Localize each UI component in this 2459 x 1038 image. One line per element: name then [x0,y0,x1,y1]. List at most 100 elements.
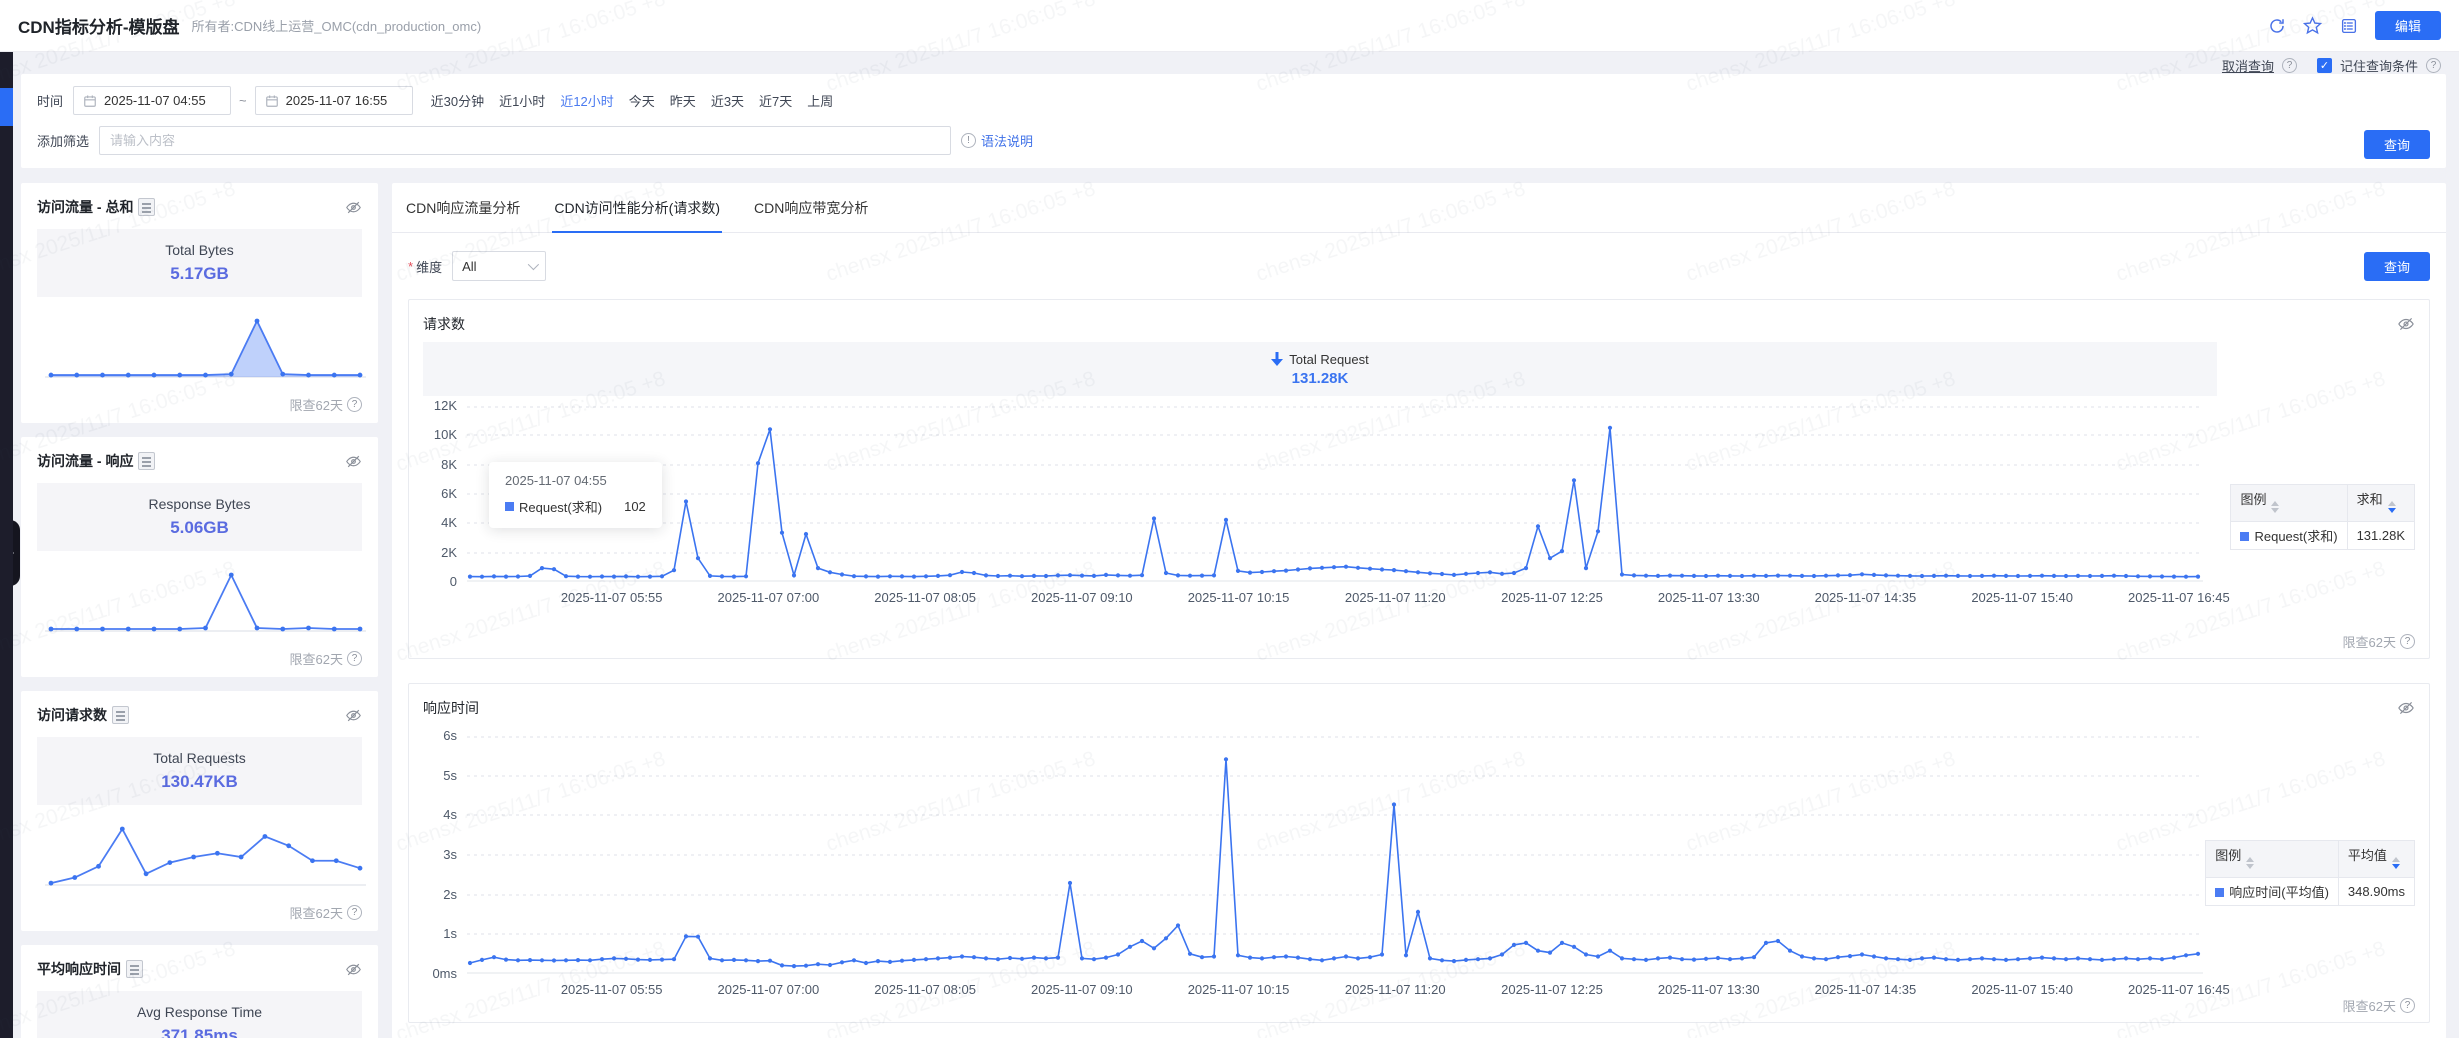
metric-box: Response Bytes 5.06GB [37,483,362,551]
card-title: 访问流量 - 总和 [37,199,134,215]
help-icon[interactable]: ? [2281,58,2297,73]
range-separator: ~ [239,93,247,108]
remember-checkbox[interactable]: ✓ [2316,58,2332,73]
quick-range-2[interactable]: 近12小时 [560,94,614,109]
series-marker [2240,532,2250,541]
metric-card-2: 访问请求数 Total Requests 130.47KB 限查62天? [21,691,378,931]
metric-box: Avg Response Time 371.85ms [37,991,362,1038]
dashboard-menu-icon[interactable] [2339,16,2359,36]
plot-area[interactable] [467,406,2203,582]
x-tick: 2025-11-07 10:15 [1187,982,1290,997]
plot-area[interactable] [467,736,2203,974]
request-count-chart[interactable]: 12K 10K 8K 6K 4K 2K 0 2025-11-07 05:55 2025-11-… [423,398,2416,606]
help-icon[interactable]: ? [2400,634,2415,649]
tab-2[interactable]: CDN响应带宽分析 [754,200,869,216]
help-icon[interactable]: ? [347,397,362,412]
tooltip-series: Request(求和) [519,500,603,515]
x-tick: 2025-11-07 07:00 [717,590,820,605]
legend-col-header[interactable]: 图例 [2205,840,2339,878]
panel-search-button[interactable]: 查询 [2363,251,2430,281]
metric-value: 5.17GB [170,264,229,283]
help-icon[interactable]: ? [347,905,362,920]
legend-row[interactable]: 响应时间(平均值) 348.90ms [2205,877,2416,906]
metric-label: Total Requests [153,750,246,766]
analysis-tabs: CDN响应流量分析 CDN访问性能分析(请求数) CDN响应带宽分析 [392,183,2446,233]
legend-row[interactable]: Request(求和) 131.28K [2230,521,2416,550]
hide-chart-icon[interactable] [2397,315,2415,333]
limit-note: 限查62天? [290,903,362,922]
hide-chart-icon[interactable] [2397,699,2415,717]
y-tick: 8K [441,456,457,472]
metric-label: Total Bytes [165,242,234,258]
x-tick: 2025-11-07 14:35 [1814,982,1917,997]
y-tick: 12K [433,398,457,413]
cancel-query-link[interactable]: 取消查询 [2221,59,2274,74]
legend-sum-header[interactable]: 求和 [2346,484,2416,522]
x-tick: 2025-11-07 07:00 [717,982,820,997]
time-label: 时间 [37,94,64,109]
y-axis-labels: 12K 10K 8K 6K 4K 2K 0 [423,398,459,589]
series-marker [505,502,514,511]
x-tick: 2025-11-07 11:20 [1344,590,1446,605]
hide-chart-icon[interactable] [345,453,362,470]
refresh-icon[interactable] [2267,16,2287,36]
left-collapse-rail [0,52,13,1038]
limit-text: 限查62天 [289,652,343,667]
metric-card-1: 访问流量 - 响应 Response Bytes 5.06GB 限查62天? [21,437,378,677]
sparkline-chart [37,819,366,893]
syntax-help-link[interactable]: ! 语法说明 [961,131,1033,150]
card-header: 访问流量 - 响应 [37,451,362,471]
edit-button[interactable]: 编辑 [2374,11,2441,40]
y-tick: 6s [443,728,457,743]
tab-0[interactable]: CDN响应流量分析 [406,200,521,216]
limit-note: 限查62天? [290,649,362,668]
y-tick: 1s [443,926,457,942]
dimension-select[interactable]: All [452,251,547,281]
x-tick: 2025-11-07 15:40 [1971,590,2073,605]
hide-chart-icon[interactable] [345,961,362,978]
quick-range-3[interactable]: 今天 [628,94,655,109]
legend-col-header[interactable]: 图例 [2230,484,2348,522]
metric-label: Avg Response Time [136,1004,263,1020]
card-title: 访问流量 - 响应 [37,453,134,469]
quick-range-1[interactable]: 近1小时 [499,94,546,109]
quick-range-group: 近30分钟 近1小时 近12小时 今天 昨天 近3天 近7天 上周 [431,91,834,110]
tooltip-time: 2025-11-07 04:55 [505,473,607,488]
legend-avg-header[interactable]: 平均值 [2337,840,2416,878]
filter-input[interactable] [99,126,952,155]
calendar-icon [265,94,278,107]
response-time-chart[interactable]: 6s 5s 4s 3s 2s 1s 0ms 2025-11-07 05:55 2025-11-… [423,728,2416,998]
help-icon[interactable]: ? [2426,58,2441,73]
required-asterisk: * [408,258,414,274]
x-tick: 2025-11-07 08:05 [874,982,976,997]
tab-1[interactable]: CDN访问性能分析(请求数) [552,198,722,233]
favorite-star-icon[interactable] [2303,16,2323,36]
x-axis-labels: 2025-11-07 05:55 2025-11-07 07:00 2025-11-… [467,586,2230,606]
help-icon[interactable]: ? [2400,998,2415,1013]
quick-range-6[interactable]: 近7天 [759,94,793,109]
x-tick: 2025-11-07 13:30 [1657,590,1760,605]
document-icon [126,960,143,978]
filter-label: 添加筛选 [37,134,90,149]
query-option-row: 取消查询 ? ✓ 记住查询条件 ? [2222,56,2441,75]
query-search-button[interactable]: 查询 [2363,130,2430,159]
quick-range-7[interactable]: 上周 [807,94,834,109]
x-tick: 2025-11-07 05:55 [560,982,663,997]
time-to-input[interactable]: 2025-11-07 16:55 [254,86,413,115]
y-tick: 0 [449,574,457,589]
quick-range-0[interactable]: 近30分钟 [430,94,485,109]
document-icon [138,452,156,470]
x-tick: 2025-11-07 15:40 [1971,982,2073,997]
x-tick: 2025-11-07 09:10 [1030,590,1133,605]
sparkline-chart [37,311,366,385]
help-icon[interactable]: ? [347,651,362,666]
quick-range-4[interactable]: 昨天 [669,94,696,109]
document-icon [138,198,156,216]
banner-value: 131.28K [1291,369,1349,387]
time-from-input[interactable]: 2025-11-07 04:55 [73,86,232,115]
hide-chart-icon[interactable] [345,707,362,724]
top-header: CDN指标分析-模版盘 所有者:CDN线上运营_OMC(cdn_producti… [0,0,2459,52]
hide-chart-icon[interactable] [345,199,362,216]
quick-range-5[interactable]: 近3天 [710,94,745,109]
